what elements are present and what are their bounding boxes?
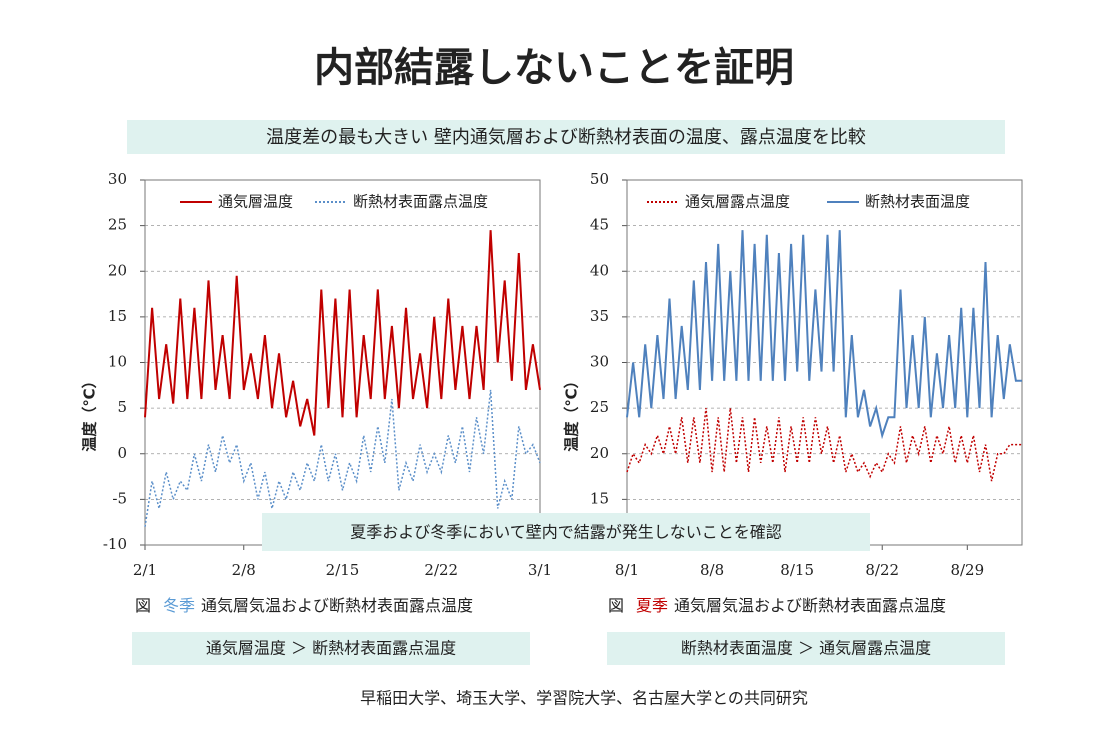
subtitle-band (127, 120, 1005, 154)
y-tick-label: 0 (117, 444, 127, 462)
comparison: 通気層温度 ＞ 断熱材表面露点温度 (206, 639, 456, 658)
note: 夏季および冬季において壁内で結露が発生しないことを確認 (350, 523, 782, 542)
y-tick-label: 45 (590, 216, 609, 234)
series-line (144, 389, 541, 527)
y-tick-label: 25 (590, 398, 609, 416)
x-tick-label: 8/8 (700, 561, 724, 579)
y-tick-label: 30 (590, 353, 609, 371)
x-tick-label: 8/22 (865, 561, 899, 579)
note-band (262, 513, 870, 551)
y-tick-label: 40 (590, 261, 609, 279)
comparison-band (132, 632, 530, 665)
x-tick-label: 8/1 (615, 561, 639, 579)
x-tick-label: 8/15 (780, 561, 814, 579)
x-tick-label: 2/1 (133, 561, 157, 579)
x-tick-label: 3/1 (528, 561, 552, 579)
comparison: 断熱材表面温度 ＞ 通気層露点温度 (681, 639, 931, 658)
y-tick-label: 10 (108, 353, 127, 371)
comparison-band (607, 632, 1005, 665)
x-tick-label: 2/8 (232, 561, 256, 579)
caption-season: 夏季 (636, 596, 668, 615)
caption-text: 通気層気温および断熱材表面露点温度 (674, 596, 946, 615)
y-tick-label: -10 (103, 535, 127, 553)
series-line (144, 230, 541, 436)
x-tick-label: 2/22 (424, 561, 458, 579)
plot-frame (626, 179, 1023, 546)
y-axis-label: 温度（℃） (81, 373, 99, 451)
caption-prefix: 図 (608, 596, 624, 615)
x-tick-label: 8/29 (950, 561, 984, 579)
y-tick-label: -5 (112, 489, 127, 507)
legend-label: 断熱材表面温度 (865, 193, 970, 211)
y-tick-label: 30 (108, 170, 127, 188)
y-tick-label: 15 (590, 489, 609, 507)
y-tick-label: 20 (590, 444, 609, 462)
legend-label: 通気層露点温度 (685, 193, 790, 211)
legend-label: 通気層温度 (218, 193, 293, 211)
caption-text: 通気層気温および断熱材表面露点温度 (201, 596, 473, 615)
y-tick-label: 5 (117, 398, 127, 416)
y-tick-label: 35 (590, 307, 609, 325)
caption-prefix: 図 (135, 596, 151, 615)
subtitle: 温度差の最も大きい 壁内通気層および断熱材表面の温度、露点温度を比較 (266, 127, 866, 148)
y-tick-label: 20 (108, 261, 127, 279)
series-line (626, 230, 1022, 440)
y-tick-label: 15 (108, 307, 127, 325)
caption: 図冬季 通気層気温および断熱材表面露点温度 (135, 596, 473, 615)
legend-label: 断熱材表面露点温度 (353, 193, 488, 211)
footer: 早稲田大学、埼玉大学、学習院大学、名古屋大学との共同研究 (360, 689, 808, 708)
x-tick-label: 2/15 (326, 561, 360, 579)
y-tick-label: 25 (108, 216, 127, 234)
y-tick-label: 50 (590, 170, 609, 188)
y-axis-label: 温度（℃） (563, 373, 581, 451)
series-line (626, 408, 1022, 482)
title: 内部結露しないことを証明 (314, 45, 794, 91)
caption: 図夏季 通気層気温および断熱材表面露点温度 (608, 596, 946, 615)
caption-season: 冬季 (163, 596, 195, 615)
